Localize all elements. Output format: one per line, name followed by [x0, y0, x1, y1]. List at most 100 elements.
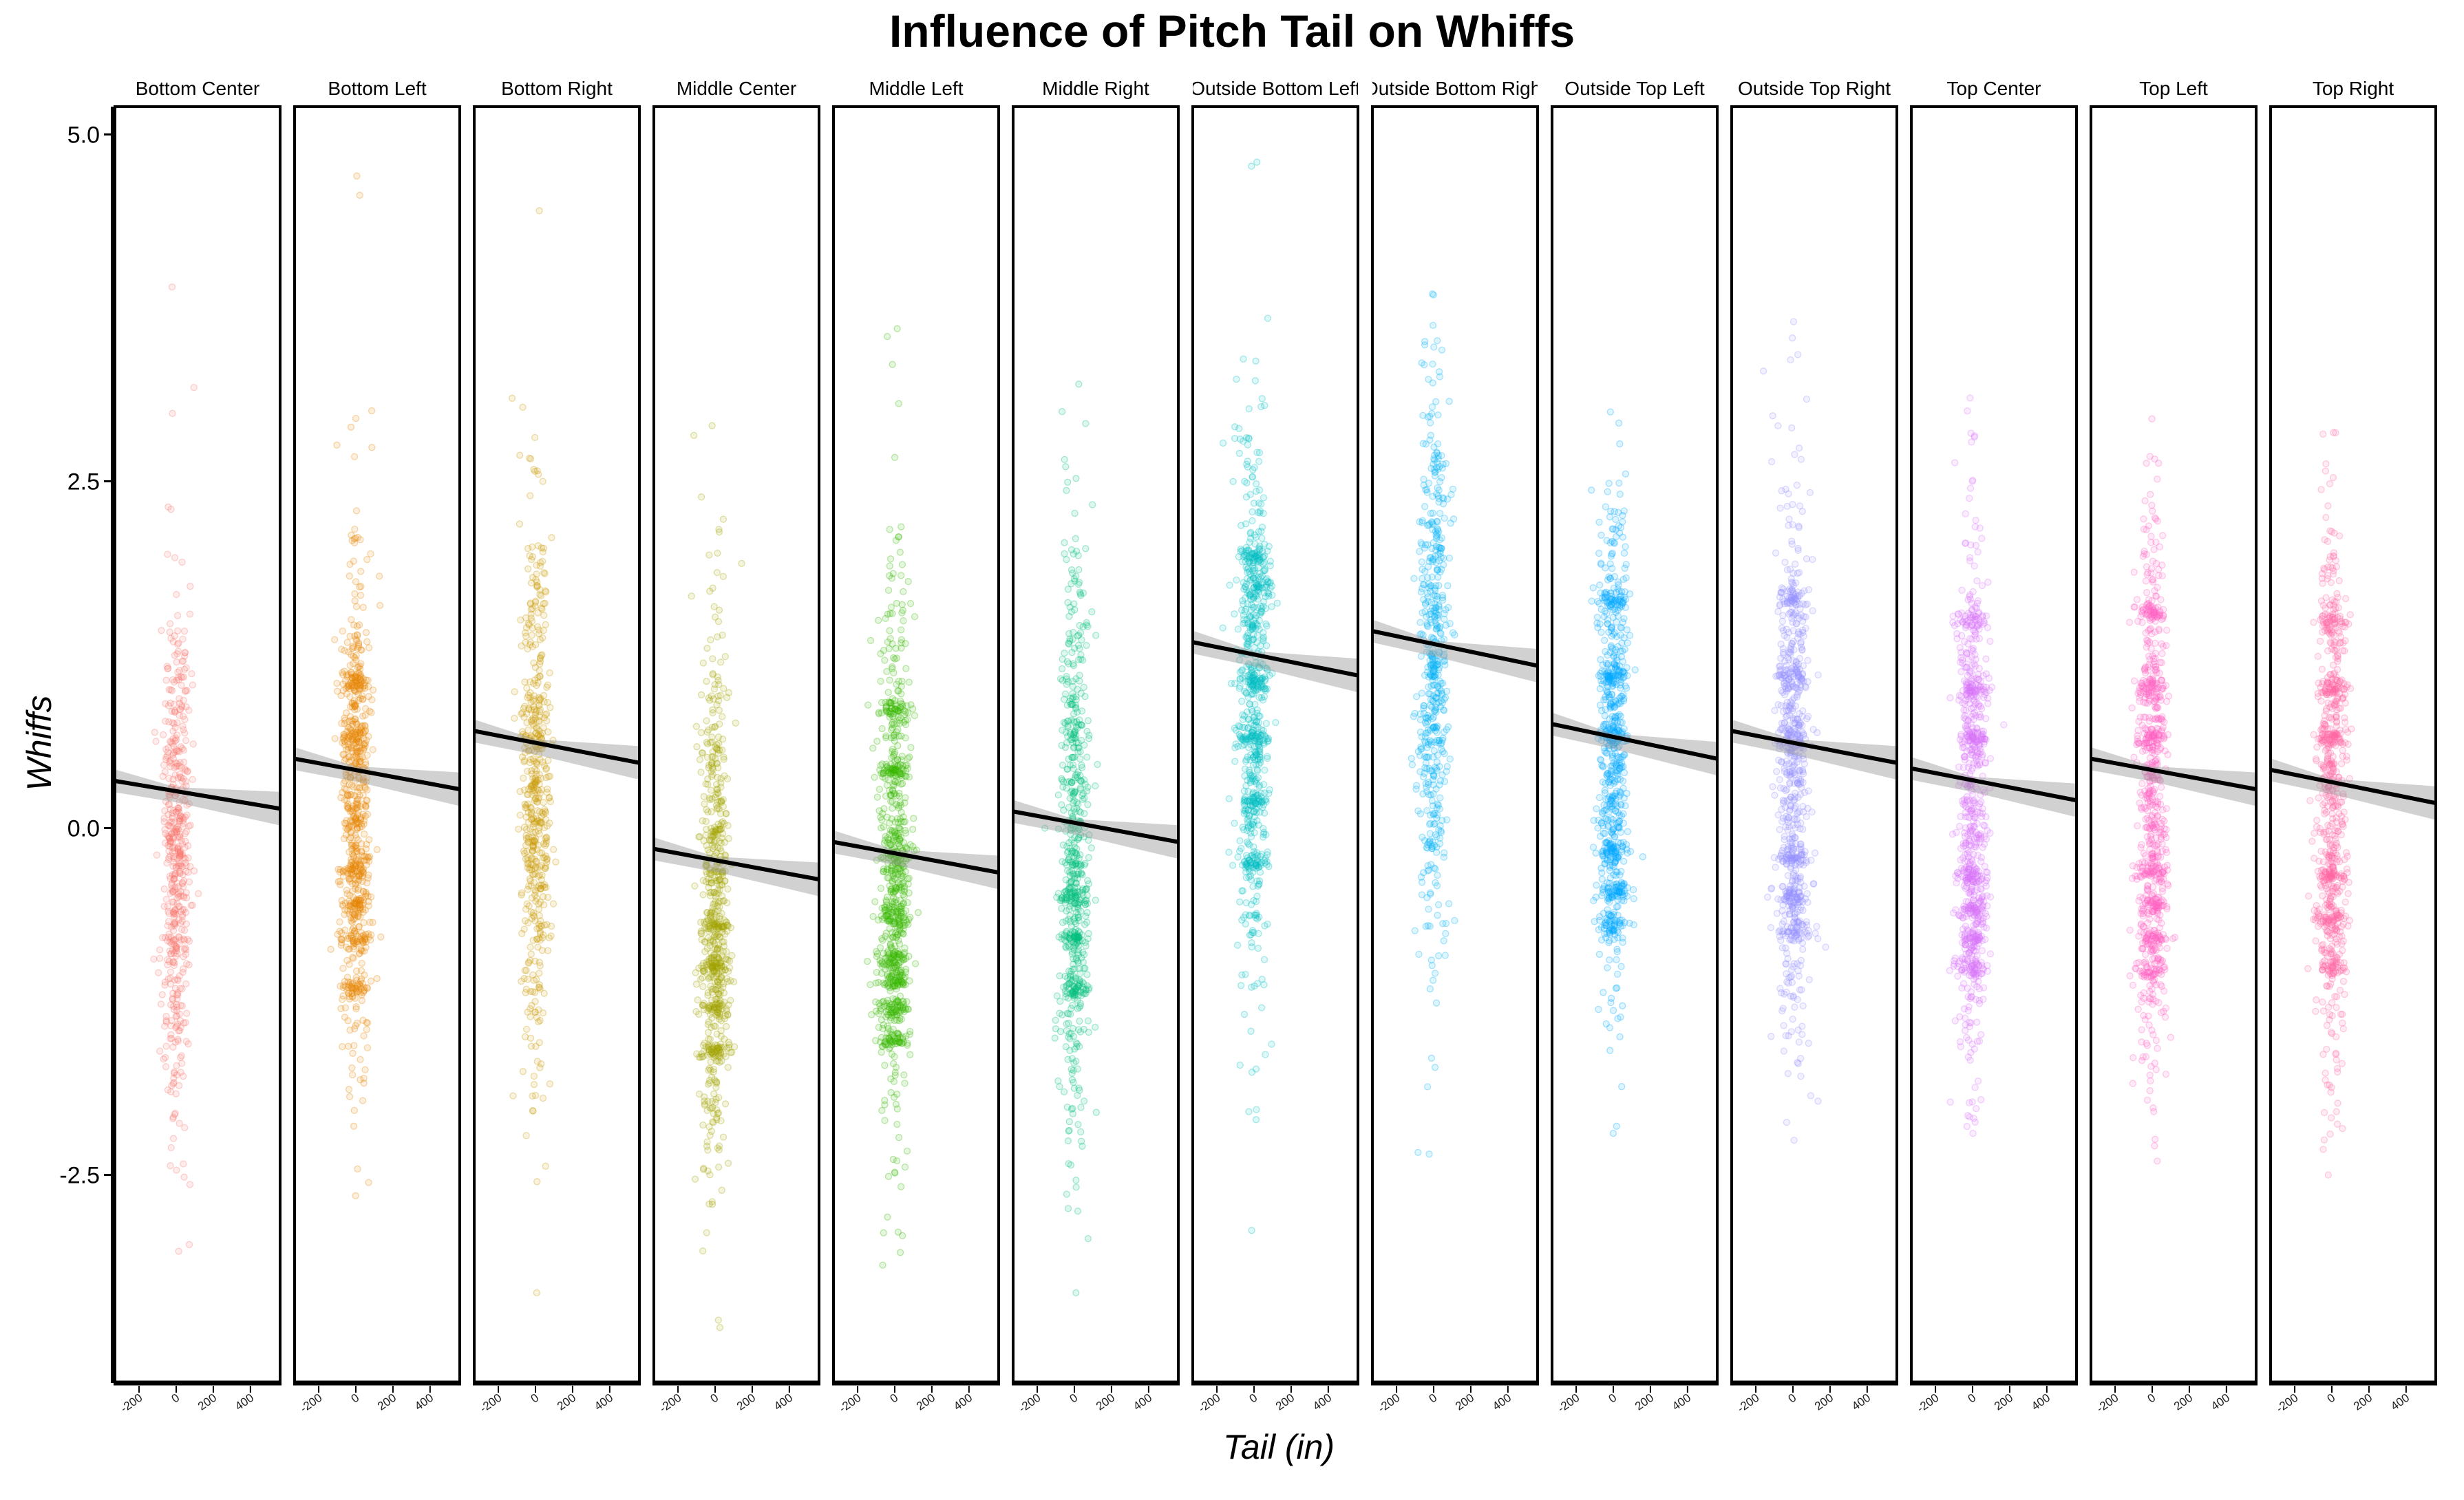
- data-point: [524, 818, 533, 826]
- data-point: [701, 947, 709, 956]
- data-point: [1074, 721, 1083, 729]
- data-point: [348, 669, 355, 676]
- data-point: [902, 917, 910, 924]
- data-point: [349, 822, 357, 829]
- data-point: [336, 918, 343, 926]
- data-point: [357, 906, 364, 914]
- data-point: [180, 854, 188, 861]
- data-point: [339, 901, 346, 909]
- data-point: [714, 826, 721, 833]
- data-point: [707, 870, 714, 879]
- data-point: [540, 811, 547, 818]
- data-point: [535, 817, 544, 825]
- data-point: [357, 814, 365, 822]
- data-point: [882, 868, 890, 876]
- data-point: [895, 886, 902, 893]
- data-point: [350, 900, 359, 908]
- data-point: [346, 661, 354, 669]
- data-point: [704, 1029, 712, 1036]
- data-point: [533, 1014, 541, 1022]
- data-point: [343, 817, 350, 824]
- data-point: [167, 506, 175, 513]
- data-point: [709, 903, 716, 912]
- data-point: [170, 950, 178, 957]
- data-point: [879, 769, 886, 777]
- data-point: [173, 762, 181, 770]
- data-point: [720, 897, 728, 905]
- data-point: [716, 976, 723, 983]
- data-point: [875, 710, 883, 718]
- data-point: [182, 778, 190, 786]
- data-point: [534, 679, 542, 687]
- data-point: [887, 1031, 895, 1039]
- data-point: [708, 795, 716, 803]
- data-point: [543, 789, 551, 796]
- data-point: [350, 902, 357, 910]
- data-point: [703, 806, 710, 813]
- data-point: [343, 773, 351, 781]
- data-point: [527, 881, 535, 890]
- data-point: [895, 824, 903, 832]
- data-point: [539, 893, 547, 901]
- data-point: [892, 964, 900, 972]
- data-point: [168, 830, 176, 837]
- data-point: [178, 912, 187, 921]
- data-point: [711, 931, 719, 939]
- data-point: [170, 828, 178, 835]
- data-point: [346, 725, 354, 733]
- data-point: [884, 983, 892, 990]
- data-point: [898, 780, 906, 788]
- data-point: [353, 902, 361, 910]
- data-point: [373, 975, 381, 983]
- data-point: [365, 933, 373, 941]
- data-point: [690, 431, 698, 439]
- data-point: [713, 1044, 721, 1052]
- data-point: [170, 819, 178, 826]
- data-point: [532, 729, 540, 737]
- data-point: [354, 885, 363, 892]
- data-point: [345, 823, 353, 831]
- data-point: [179, 635, 187, 643]
- data-point: [174, 845, 182, 853]
- data-point: [343, 886, 350, 894]
- data-point: [187, 901, 195, 910]
- data-point: [1070, 853, 1078, 861]
- data-point: [891, 982, 899, 990]
- data-point: [352, 507, 361, 515]
- data-point: [334, 878, 342, 886]
- data-point: [881, 906, 889, 914]
- data-point: [515, 825, 522, 833]
- data-point: [352, 578, 360, 586]
- data-point: [715, 1146, 723, 1154]
- data-point: [891, 898, 898, 906]
- data-point: [1058, 665, 1066, 673]
- data-point: [699, 817, 706, 824]
- data-point: [169, 676, 177, 684]
- data-point: [170, 1074, 178, 1082]
- data-point: [1079, 1142, 1086, 1150]
- data-point: [344, 1042, 352, 1050]
- data-point: [717, 799, 725, 806]
- data-point: [711, 867, 719, 875]
- data-point: [719, 1005, 726, 1013]
- data-point: [528, 914, 535, 922]
- data-point: [174, 976, 182, 985]
- data-point: [341, 1014, 349, 1021]
- data-point: [723, 1005, 730, 1013]
- data-point: [896, 1038, 904, 1046]
- data-point: [338, 939, 346, 947]
- data-point: [713, 785, 721, 793]
- data-point: [890, 1005, 898, 1013]
- data-point: [1242, 633, 1250, 641]
- data-point: [347, 679, 354, 687]
- data-point: [527, 555, 535, 564]
- data-point: [337, 941, 345, 949]
- data-point: [533, 935, 541, 943]
- data-point: [718, 819, 725, 827]
- data-point: [898, 978, 906, 986]
- data-point: [174, 844, 182, 852]
- data-point: [890, 1009, 898, 1017]
- data-point: [719, 830, 727, 837]
- data-point: [706, 889, 714, 897]
- data-point: [884, 610, 891, 618]
